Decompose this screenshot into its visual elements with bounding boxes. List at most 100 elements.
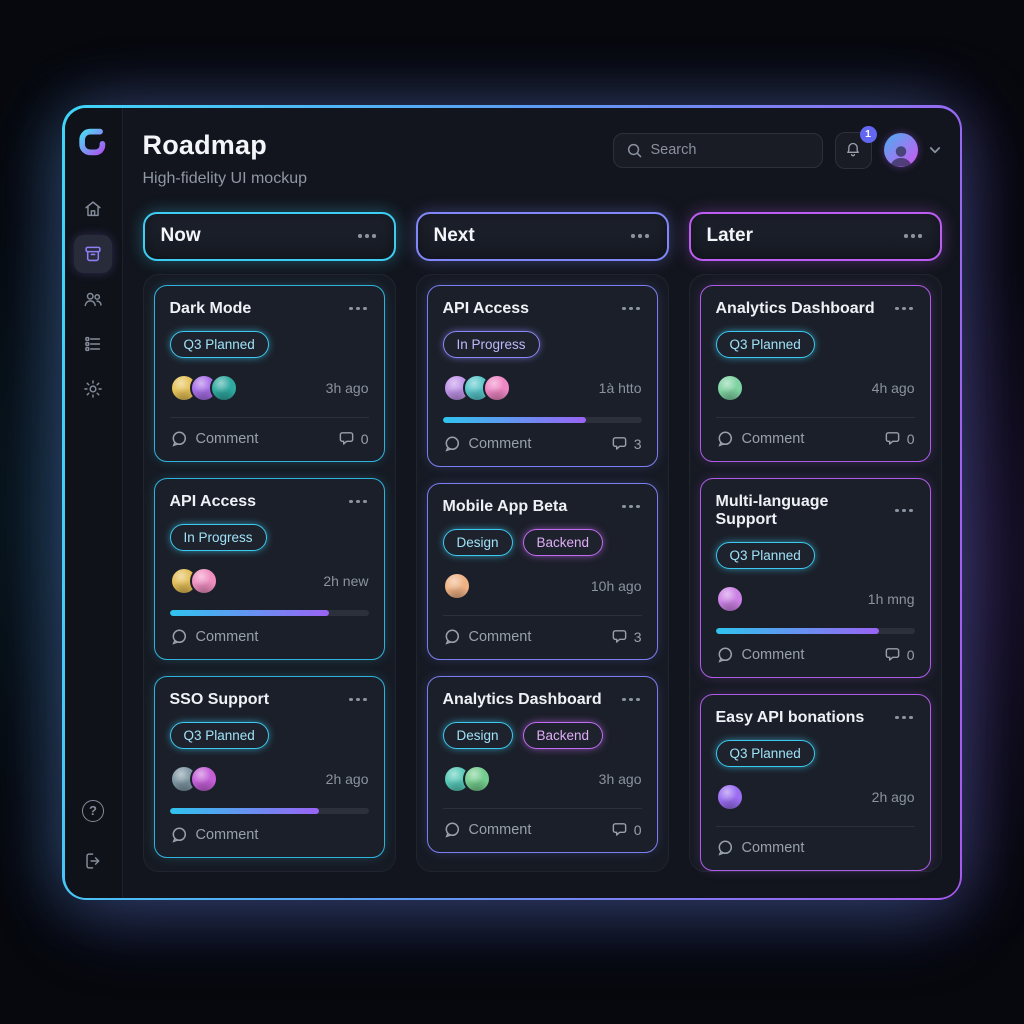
card-title: Easy API bonations bbox=[715, 708, 865, 726]
user-avatar[interactable] bbox=[883, 133, 918, 167]
ellipsis-icon[interactable] bbox=[620, 303, 642, 315]
avatar bbox=[482, 373, 511, 402]
column-panel: Analytics Dashboard Q3 Planned bbox=[688, 273, 942, 872]
sidebar-item-tasks[interactable] bbox=[74, 325, 112, 363]
sidebar-item-help[interactable]: ? bbox=[74, 792, 112, 830]
avatar-group bbox=[715, 584, 744, 613]
comment-button[interactable]: Comment bbox=[170, 628, 258, 646]
card-title: Analytics Dashboard bbox=[715, 299, 875, 317]
ellipsis-icon[interactable] bbox=[347, 303, 369, 315]
card-title: API Access bbox=[442, 299, 530, 317]
timestamp: 1h mng bbox=[867, 590, 915, 607]
speech-bubble-icon bbox=[612, 630, 627, 643]
comment-button[interactable]: Comment bbox=[443, 435, 531, 453]
card-api-access-now[interactable]: API Access In Progress bbox=[153, 477, 385, 660]
column-panel: API Access In Progress bbox=[415, 273, 669, 872]
tag-q3-planned: Q3 Planned bbox=[715, 541, 815, 569]
avatar-group bbox=[715, 373, 744, 402]
tag-design: Design bbox=[442, 721, 513, 749]
ellipsis-icon[interactable] bbox=[356, 230, 378, 242]
timestamp: 2h ago bbox=[871, 788, 915, 805]
app-logo[interactable] bbox=[75, 124, 111, 160]
comment-count: 0 bbox=[884, 430, 915, 447]
avatar bbox=[715, 584, 744, 613]
column-panel: Dark Mode Q3 Planned bbox=[142, 273, 396, 872]
card-multi-language-support[interactable]: Multi-language Support Q3 Planned bbox=[699, 477, 931, 678]
ellipsis-icon[interactable] bbox=[893, 505, 915, 517]
comment-button[interactable]: Comment bbox=[716, 646, 804, 664]
ellipsis-icon[interactable] bbox=[893, 712, 915, 724]
speech-bubble-icon bbox=[171, 431, 186, 447]
avatar-group bbox=[169, 764, 218, 793]
comment-button[interactable]: Comment bbox=[716, 430, 804, 448]
speech-bubble-icon bbox=[717, 647, 732, 663]
column-header[interactable]: Later bbox=[688, 211, 942, 261]
card-api-access-next[interactable]: API Access In Progress bbox=[426, 284, 658, 467]
ellipsis-icon[interactable] bbox=[347, 496, 369, 508]
column-header[interactable]: Now bbox=[142, 211, 396, 261]
ellipsis-icon[interactable] bbox=[347, 694, 369, 706]
divider bbox=[442, 807, 642, 809]
progress-bar bbox=[442, 416, 642, 423]
avatar-group bbox=[169, 373, 238, 402]
card-mobile-app-beta[interactable]: Mobile App Beta Design Backend bbox=[426, 482, 658, 660]
tag-design: Design bbox=[442, 528, 513, 556]
avatar-group bbox=[442, 764, 491, 793]
comment-button[interactable]: Comment bbox=[443, 821, 531, 839]
card-analytics-dashboard-later[interactable]: Analytics Dashboard Q3 Planned bbox=[699, 284, 931, 462]
card-sso-support[interactable]: SSO Support Q3 Planned bbox=[153, 675, 385, 858]
avatar bbox=[209, 373, 238, 402]
comment-button[interactable]: Comment bbox=[443, 628, 531, 646]
comment-button[interactable]: Comment bbox=[716, 839, 804, 857]
sidebar-item-team[interactable] bbox=[74, 280, 112, 318]
tag-in-progress: In Progress bbox=[442, 330, 540, 358]
card-title: Dark Mode bbox=[169, 299, 252, 317]
ellipsis-icon[interactable] bbox=[620, 501, 642, 513]
avatar bbox=[189, 764, 218, 793]
comment-count: 0 bbox=[611, 821, 642, 838]
avatar-group bbox=[442, 373, 511, 402]
avatar-group bbox=[442, 571, 471, 600]
comment-count: 3 bbox=[611, 435, 642, 452]
bell-icon bbox=[847, 142, 859, 157]
search-icon bbox=[627, 143, 641, 157]
avatar bbox=[189, 566, 218, 595]
avatar bbox=[715, 373, 744, 402]
card-dark-mode[interactable]: Dark Mode Q3 Planned bbox=[153, 284, 385, 462]
column-now: Now Dark Mode Q3 Planned bbox=[142, 211, 396, 898]
chevron-down-icon[interactable] bbox=[928, 143, 942, 157]
home-icon bbox=[85, 200, 101, 216]
comment-button[interactable]: Comment bbox=[170, 826, 258, 844]
ellipsis-icon[interactable] bbox=[893, 303, 915, 315]
card-easy-api[interactable]: Easy API bonations Q3 Planned bbox=[699, 693, 931, 871]
kanban-board: Now Dark Mode Q3 Planned bbox=[142, 211, 942, 898]
page-title: Roadmap bbox=[142, 129, 267, 160]
sidebar-item-logout[interactable] bbox=[74, 842, 112, 880]
sidebar-item-board[interactable] bbox=[74, 234, 112, 273]
search-bar[interactable] bbox=[612, 132, 823, 168]
avatar-group bbox=[715, 782, 744, 811]
speech-bubble-icon bbox=[612, 823, 627, 836]
sidebar-item-home[interactable] bbox=[74, 190, 112, 228]
comment-button[interactable]: Comment bbox=[170, 430, 258, 448]
column-header[interactable]: Next bbox=[415, 211, 669, 261]
speech-bubble-icon bbox=[717, 431, 732, 447]
progress-bar bbox=[715, 627, 915, 634]
progress-bar bbox=[169, 807, 369, 814]
notifications-button[interactable]: 1 bbox=[834, 125, 877, 169]
sidebar-item-settings[interactable] bbox=[74, 370, 112, 408]
card-title: Multi-language Support bbox=[715, 492, 829, 528]
timestamp: 2h new bbox=[323, 572, 369, 589]
ellipsis-icon[interactable] bbox=[902, 230, 924, 242]
avatar bbox=[442, 571, 471, 600]
ellipsis-icon[interactable] bbox=[620, 694, 642, 706]
card-analytics-dashboard-next[interactable]: Analytics Dashboard Design Backend bbox=[426, 675, 658, 853]
search-input[interactable] bbox=[650, 142, 801, 158]
speech-bubble-icon bbox=[339, 432, 354, 445]
divider bbox=[169, 416, 369, 418]
tag-backend: Backend bbox=[522, 528, 604, 556]
ellipsis-icon[interactable] bbox=[629, 230, 651, 242]
speech-bubble-icon bbox=[717, 840, 732, 856]
timestamp: 10h ago bbox=[590, 577, 642, 594]
